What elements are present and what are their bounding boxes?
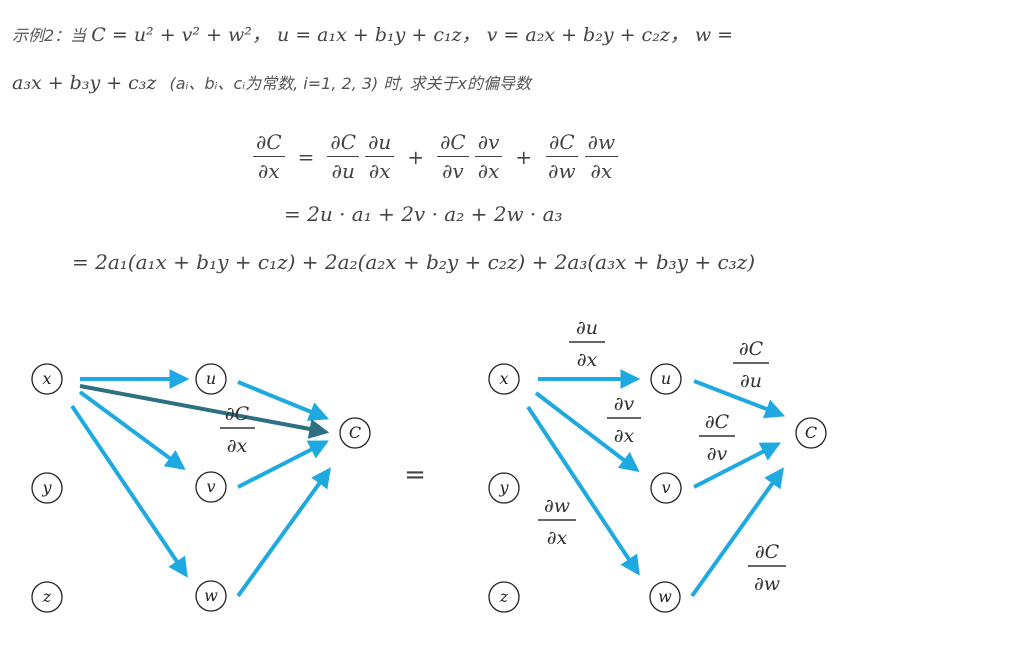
- arrow-x-v: [78, 390, 186, 470]
- label-dw-dx-num: ∂w: [544, 495, 570, 517]
- left-label-num: ∂C: [225, 403, 250, 425]
- term-2-dv-dx: ∂v ∂x: [474, 130, 503, 183]
- label-dv-dx-num: ∂v: [614, 393, 635, 415]
- derivation-line-3: = 2a₁(a₁x + b₁y + c₁z) + 2a₂(a₂x + b₂y +…: [72, 250, 755, 274]
- term-1-dc-du: ∂C ∂u: [327, 130, 360, 183]
- node-y: [488, 472, 520, 504]
- term-2-dc-dv: ∂C ∂v: [437, 130, 469, 183]
- arrow-u-c: [693, 379, 786, 419]
- arrow-u-c: [237, 380, 330, 421]
- node-w: [649, 581, 681, 613]
- node-z-label: z: [42, 587, 52, 606]
- label-du-dx-den: ∂x: [577, 349, 598, 371]
- node-z: [31, 581, 63, 613]
- right-arrows: [526, 369, 786, 598]
- lhs-fraction: ∂C ∂x: [253, 130, 285, 183]
- node-x: [31, 363, 63, 395]
- term-3-dw-dx: ∂w ∂x: [584, 130, 619, 183]
- node-u-label: u: [661, 369, 671, 388]
- arrow-x-w: [526, 405, 640, 576]
- arrow-w-c: [236, 467, 331, 598]
- node-x-label: x: [499, 369, 508, 388]
- arrow-v-c: [693, 442, 781, 489]
- node-w-label: w: [658, 587, 672, 606]
- node-c-label: C: [805, 423, 817, 442]
- right-nodes: [488, 363, 827, 613]
- problem-line-1: 示例2：当 C = u² + v² + w²， u = a₁x + b₁y + …: [12, 20, 733, 47]
- chain-rule-equation: ∂C ∂x = ∂C ∂u ∂u ∂x + ∂C ∂v ∂v ∂x + ∂C ∂…: [250, 130, 621, 183]
- plus-sign: +: [515, 144, 533, 169]
- arrow-x-v: [534, 391, 640, 473]
- arrow-x-w: [70, 404, 188, 578]
- label-dc-dw-num: ∂C: [755, 541, 780, 563]
- right-graph: x y z u v w C ∂u ∂x ∂v ∂x ∂w ∂x ∂C ∂u: [488, 317, 827, 613]
- node-z: [488, 581, 520, 613]
- arrow-x-c-direct: [79, 384, 330, 439]
- node-u: [195, 363, 227, 395]
- label-dc-du-num: ∂C: [739, 338, 764, 360]
- label-dw-dx-den: ∂x: [547, 527, 568, 549]
- equals-sign: =: [297, 144, 315, 169]
- problem-line-2: a₃x + b₃y + c₃z (aᵢ、bᵢ、cᵢ为常数, i=1, 2, 3)…: [12, 70, 531, 94]
- node-c: [795, 417, 827, 449]
- arrow-v-c: [237, 440, 329, 489]
- node-x: [488, 363, 520, 395]
- term-1-du-dx: ∂u ∂x: [365, 130, 395, 183]
- left-nodes: [31, 363, 371, 613]
- node-w-label: w: [204, 586, 218, 605]
- node-y-label: y: [498, 478, 509, 497]
- node-w: [195, 580, 227, 612]
- node-u: [650, 363, 682, 395]
- label-dc-du-den: ∂u: [740, 370, 762, 392]
- problem-definitions: C = u² + v² + w²， u = a₁x + b₁y + c₁z， v…: [91, 24, 734, 46]
- label-dc-dv-den: ∂v: [707, 443, 728, 465]
- node-v: [195, 471, 227, 503]
- problem-label: 示例2：当: [12, 26, 87, 45]
- diagram-equals: =: [404, 460, 426, 490]
- node-y: [31, 472, 63, 504]
- right-edge-labels: ∂u ∂x ∂v ∂x ∂w ∂x ∂C ∂u ∂C ∂v ∂C ∂w: [538, 317, 786, 595]
- node-c-label: C: [349, 423, 361, 442]
- label-dv-dx-den: ∂x: [614, 425, 635, 447]
- left-graph: x y z u v w C ∂C ∂x: [31, 363, 371, 613]
- label-dc-dv-num: ∂C: [705, 411, 730, 433]
- plus-sign: +: [407, 144, 425, 169]
- w-definition: a₃x + b₃y + c₃z: [12, 72, 157, 94]
- node-x-label: x: [42, 369, 51, 388]
- left-label-den: ∂x: [227, 435, 248, 457]
- term-3-dc-dw: ∂C ∂w: [545, 130, 578, 183]
- label-dc-dw-den: ∂w: [754, 573, 780, 595]
- node-v-label: v: [661, 478, 670, 497]
- arrow-w-c: [690, 467, 784, 598]
- node-y-label: y: [41, 478, 52, 497]
- left-arrows: [70, 369, 331, 598]
- node-v: [650, 472, 682, 504]
- node-u-label: u: [206, 369, 216, 388]
- node-z-label: z: [499, 587, 509, 606]
- node-c: [339, 417, 371, 449]
- node-v-label: v: [206, 477, 215, 496]
- label-du-dx-num: ∂u: [576, 317, 598, 339]
- problem-question: (aᵢ、bᵢ、cᵢ为常数, i=1, 2, 3) 时, 求关于x的偏导数: [169, 74, 532, 93]
- derivation-line-2: = 2u · a₁ + 2v · a₂ + 2w · a₃: [284, 202, 563, 226]
